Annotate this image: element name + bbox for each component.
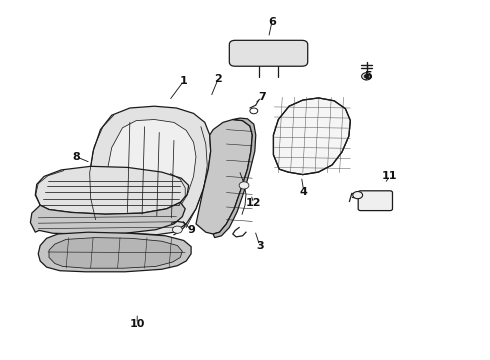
Text: 3: 3 — [256, 240, 264, 251]
Text: 6: 6 — [268, 17, 276, 27]
Polygon shape — [89, 106, 211, 235]
Text: 11: 11 — [382, 171, 397, 181]
Text: 9: 9 — [187, 225, 195, 235]
Circle shape — [239, 182, 249, 189]
Polygon shape — [30, 202, 185, 234]
Polygon shape — [213, 118, 256, 238]
Text: 5: 5 — [364, 71, 371, 81]
Text: 12: 12 — [246, 198, 262, 208]
Circle shape — [364, 75, 369, 78]
Circle shape — [353, 192, 363, 199]
Circle shape — [362, 73, 371, 80]
Text: 7: 7 — [258, 92, 266, 102]
Polygon shape — [196, 120, 252, 234]
Text: 4: 4 — [300, 186, 308, 197]
Polygon shape — [35, 166, 189, 214]
FancyBboxPatch shape — [358, 191, 392, 211]
Polygon shape — [273, 98, 350, 175]
Text: 1: 1 — [180, 76, 188, 86]
Circle shape — [172, 226, 182, 233]
FancyBboxPatch shape — [229, 40, 308, 66]
Polygon shape — [38, 232, 191, 272]
Text: 10: 10 — [129, 319, 145, 329]
Text: 2: 2 — [214, 74, 222, 84]
Polygon shape — [49, 238, 182, 268]
Text: 8: 8 — [72, 152, 80, 162]
Polygon shape — [107, 120, 196, 224]
